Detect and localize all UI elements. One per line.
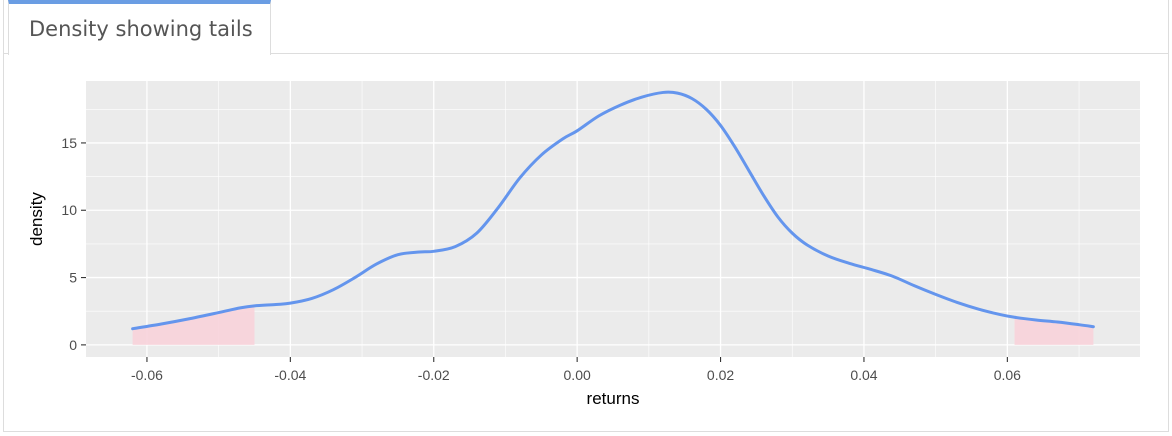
x-axis: -0.06 -0.04 -0.02 0.00 0.02 0.04 0.06 xyxy=(131,357,1021,383)
y-tick-label: 10 xyxy=(61,202,77,218)
tab-bar: Density showing tails xyxy=(4,0,1168,55)
x-tick-label: -0.02 xyxy=(418,367,450,383)
y-axis: 0 5 10 15 xyxy=(61,135,86,353)
x-tick-label: -0.04 xyxy=(274,367,306,383)
major-gridlines xyxy=(86,81,1140,357)
y-tick-label: 0 xyxy=(69,337,77,353)
x-tick-label: 0.00 xyxy=(564,367,591,383)
tab-density-showing-tails[interactable]: Density showing tails xyxy=(8,0,271,55)
x-tick-label: 0.02 xyxy=(707,367,734,383)
x-tick-label: 0.04 xyxy=(850,367,877,383)
y-axis-title: density xyxy=(27,192,46,246)
y-tick-label: 15 xyxy=(61,135,77,151)
x-axis-title: returns xyxy=(587,389,640,408)
density-line xyxy=(131,90,1095,331)
x-tick-label: 0.06 xyxy=(994,367,1021,383)
y-tick-label: 5 xyxy=(69,270,77,286)
tab-label: Density showing tails xyxy=(29,17,253,41)
left-tail-area xyxy=(132,305,255,345)
x-tick-label: -0.06 xyxy=(131,367,163,383)
